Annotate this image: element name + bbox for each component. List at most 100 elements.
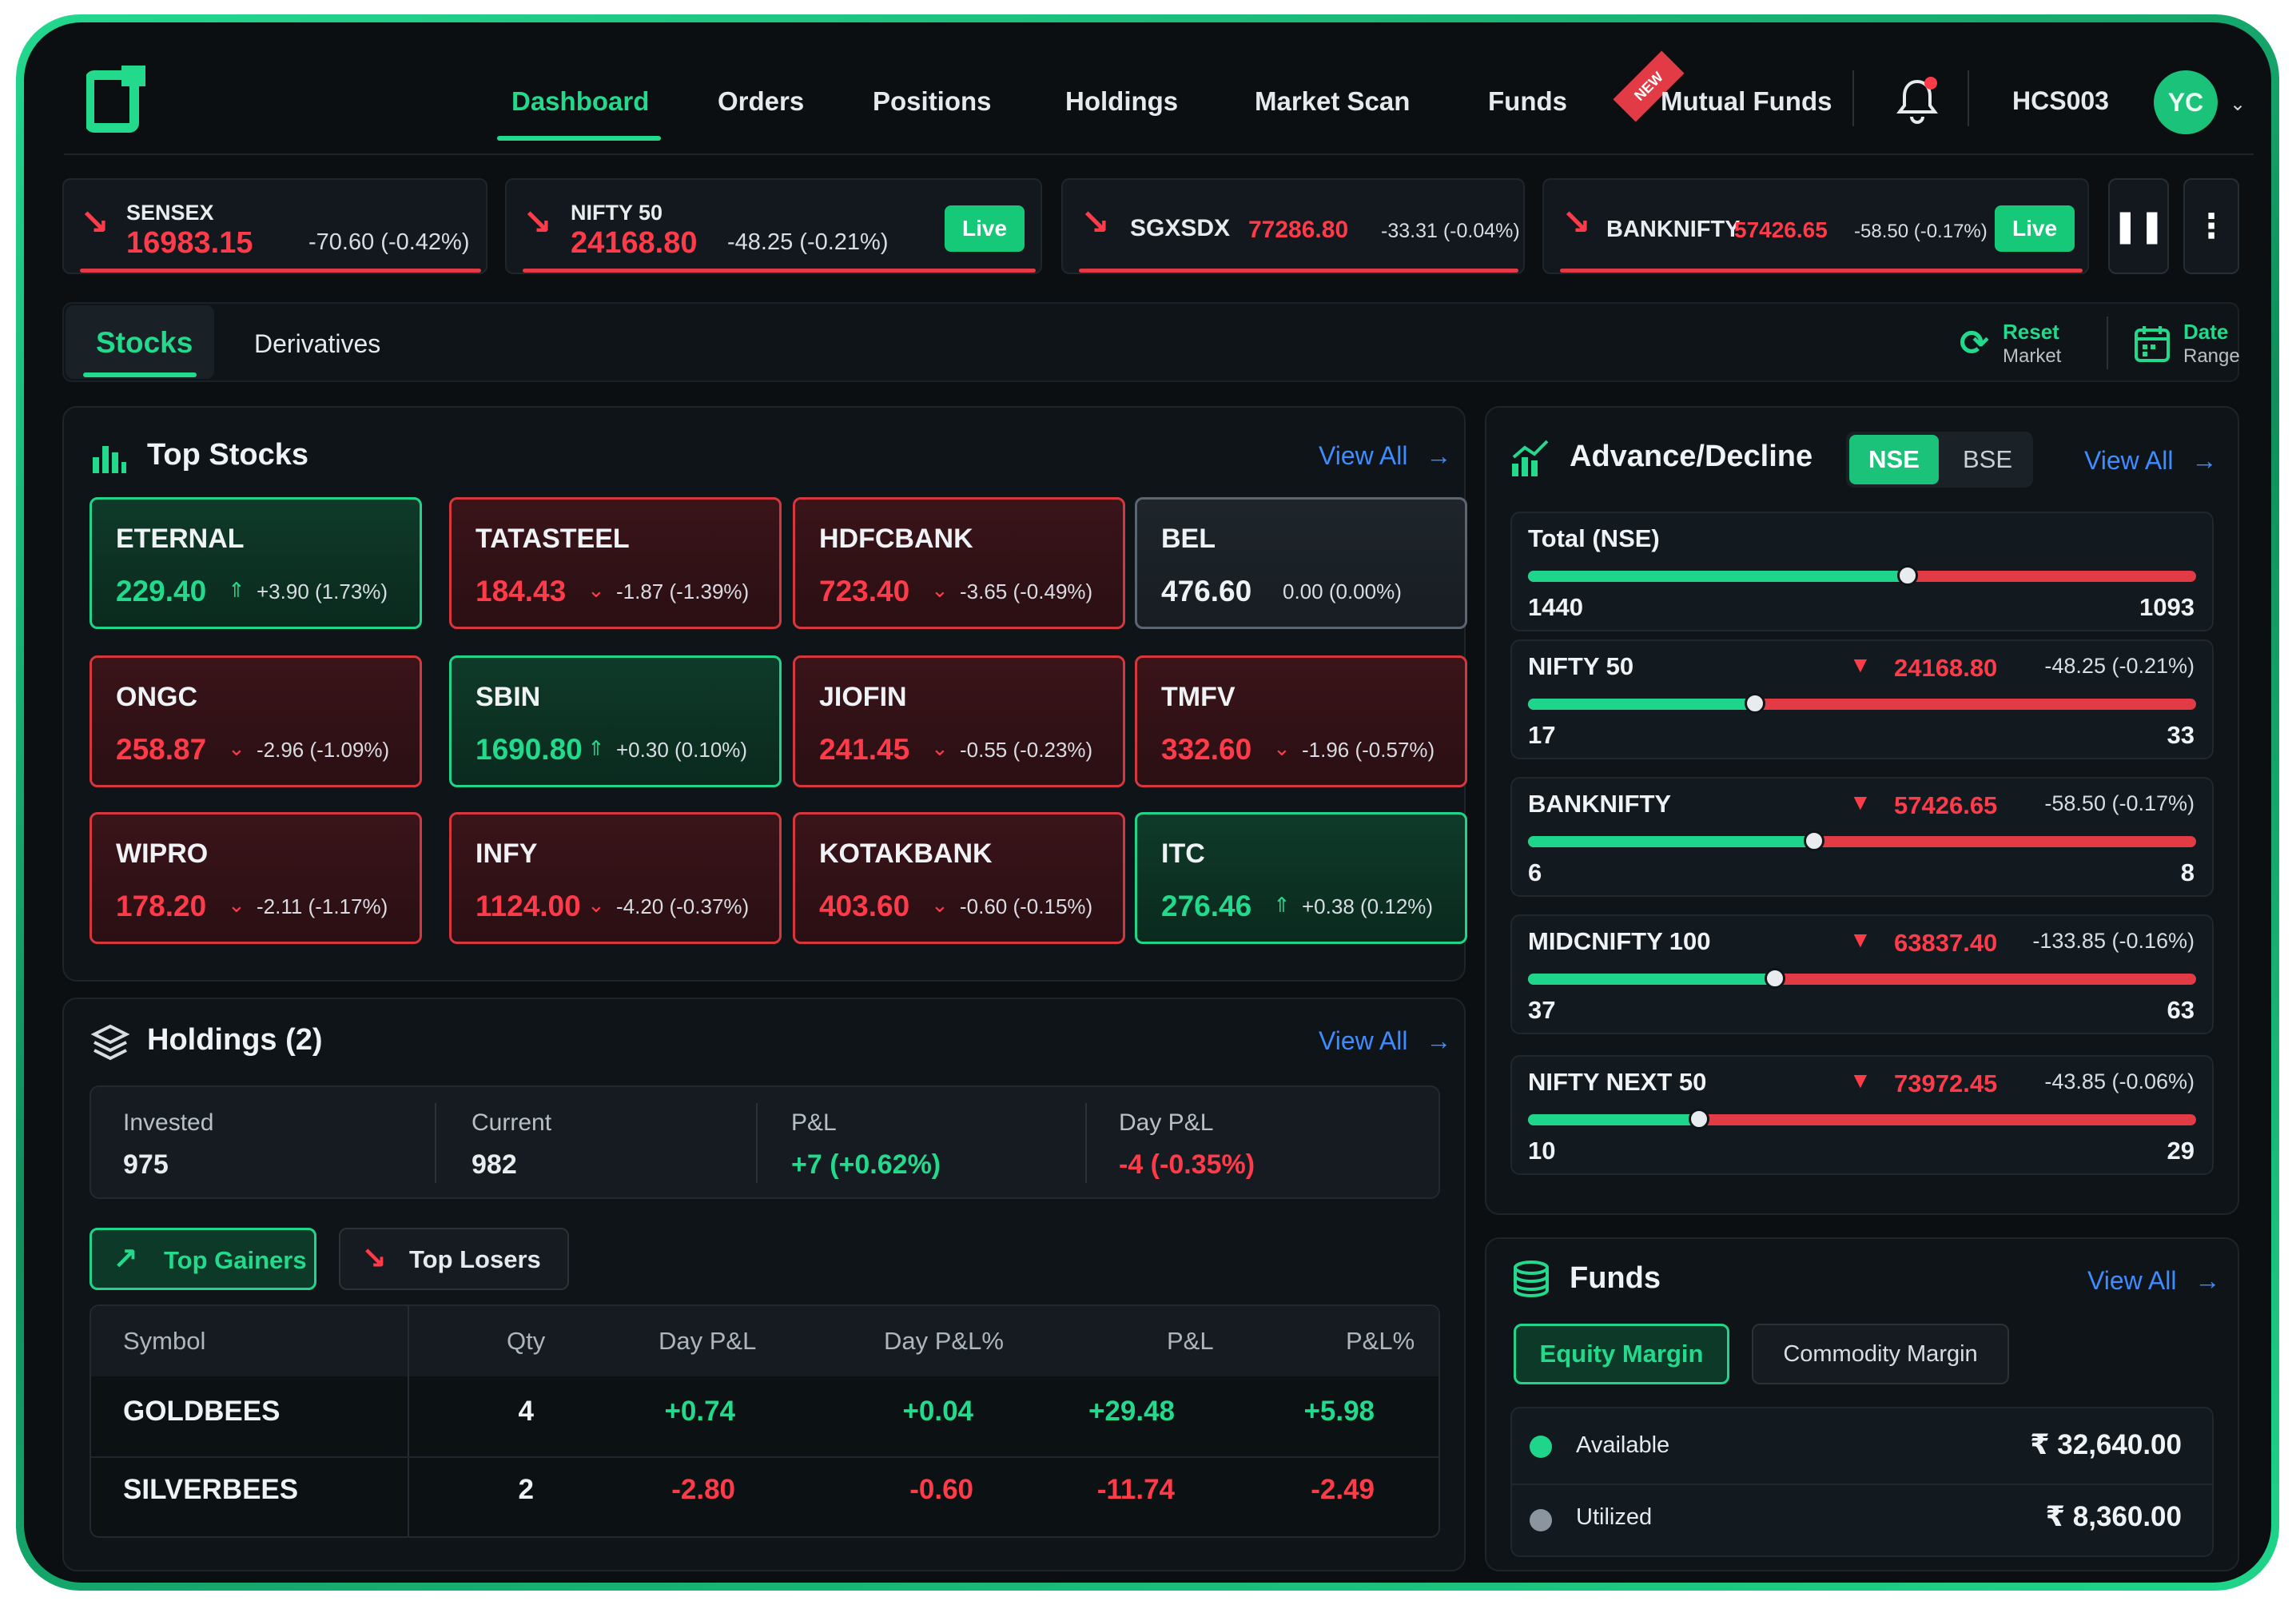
ticker-sensex[interactable]: ↘ SENSEX 16983.15 -70.60 (-0.42%) [62,178,487,274]
ticker-name: SGXSDX [1130,215,1231,241]
index-value: 63837.40 [1894,929,1998,957]
row-cell: +29.48 [1088,1396,1175,1427]
decline-count: 33 [2167,721,2195,749]
panel-title: Advance/Decline [1570,440,1813,473]
view-all-link[interactable]: View All → [1319,1026,1451,1056]
nav-positions[interactable]: Positions [873,86,992,116]
decline-count: 63 [2167,996,2195,1024]
tab-stocks[interactable]: Stocks [66,305,214,379]
ticker-value: 77286.80 [1248,217,1349,243]
arrow-down-icon: ⌄ [931,578,949,602]
stock-price: 241.45 [819,733,910,766]
advance-decline-row[interactable]: NIFTY NEXT 50 ▼ 73972.45 -43.85 (-0.06%) 10 2… [1510,1055,2214,1175]
advance-decline-row[interactable]: MIDCNIFTY 100 ▼ 63837.40 -133.85 (-0.16%) 37… [1510,914,2214,1034]
advance-fill [1528,571,1908,582]
user-id[interactable]: HCS003 [2012,86,2109,115]
more-menu-button[interactable]: ⋮ [2183,178,2239,274]
tab-equity-margin[interactable]: Equity Margin [1514,1324,1729,1384]
caret-down-icon: ▼ [1849,652,1872,677]
live-badge[interactable]: Live [1995,205,2075,252]
top-gainers-button[interactable]: ↗ Top Gainers [90,1228,316,1290]
arrow-down-icon: ⌄ [1273,736,1291,760]
nav-mutual-funds[interactable]: Mutual Funds [1661,86,1832,116]
view-all-link[interactable]: View All → [2087,1266,2220,1296]
ratio-knob [1897,565,1919,586]
reset-sublabel: Market [2003,345,2062,367]
view-all-link[interactable]: View All → [2084,446,2217,476]
stock-card[interactable]: BEL 476.60 0.00 (0.00%) [1135,497,1467,629]
trend-down-icon: ↘ [1080,203,1110,242]
stock-card[interactable]: WIPRO 178.20 ⌄ -2.11 (-1.17%) [90,812,422,944]
ticker-change: -33.31 (-0.04%) [1381,220,1520,242]
ticker-banknifty[interactable]: ↘ BANKNIFTY 57426.65 -58.50 (-0.17%) Liv… [1542,178,2089,274]
top-losers-button[interactable]: ↘ Top Losers [339,1228,569,1290]
nav-dashboard[interactable]: Dashboard [511,86,650,116]
bell-icon[interactable] [1896,77,1939,125]
funds-label: Available [1576,1432,1670,1458]
column-header[interactable]: Qty [507,1327,546,1355]
row-symbol[interactable]: SILVERBEES [123,1474,299,1505]
stock-symbol: WIPRO [116,838,209,869]
column-header[interactable]: Day P&L% [884,1327,1004,1355]
stock-symbol: HDFCBANK [819,524,973,554]
ticker-name: NIFTY 50 [571,201,663,225]
arrow-down-icon: ⌄ [931,893,949,917]
nav-funds[interactable]: Funds [1488,86,1567,116]
stock-card[interactable]: ONGC 258.87 ⌄ -2.96 (-1.09%) [90,655,422,787]
divider [2107,317,2108,369]
ticker-sgxsdx[interactable]: ↘ SGXSDX 77286.80 -33.31 (-0.04%) [1061,178,1525,274]
stock-card[interactable]: SBIN 1690.80 ⇑ +0.30 (0.10%) [449,655,782,787]
advance-decline-row[interactable]: Total (NSE) 1440 1093 [1510,512,2214,631]
nav-orders[interactable]: Orders [718,86,805,116]
column-header[interactable]: Symbol [123,1327,206,1355]
advance-decline-row[interactable]: NIFTY 50 ▼ 24168.80 -48.25 (-0.21%) 17 33 [1510,639,2214,759]
ticker-nifty50[interactable]: ↘ NIFTY 50 24168.80 -48.25 (-0.21%) Live [505,178,1042,274]
arrow-right-icon: → [1426,1026,1452,1055]
stock-card[interactable]: JIOFIN 241.45 ⌄ -0.55 (-0.23%) [793,655,1125,787]
arrow-down-icon: ⌄ [931,736,949,760]
stock-symbol: JIOFIN [819,682,907,712]
arrow-down-icon: ⌄ [587,893,605,917]
nav-divider [1852,70,1854,126]
column-header[interactable]: Day P&L [659,1327,757,1355]
holdings-panel: Holdings (2) View All → Invested 975 Cur… [62,998,1466,1571]
advance-decline-row[interactable]: BANKNIFTY ▼ 57426.65 -58.50 (-0.17%) 6 8 [1510,777,2214,897]
stock-card[interactable]: KOTAKBANK 403.60 ⌄ -0.60 (-0.15%) [793,812,1125,944]
tab-commodity-margin[interactable]: Commodity Margin [1752,1324,2009,1384]
logo-icon[interactable] [85,64,149,133]
stock-card[interactable]: TMFV 332.60 ⌄ -1.96 (-0.57%) [1135,655,1467,787]
exchange-bse[interactable]: BSE [1962,445,2013,473]
column-header[interactable]: P&L [1167,1327,1214,1355]
summary-label: Invested [123,1109,214,1136]
row-cell: +5.98 [1303,1396,1375,1427]
stock-card[interactable]: INFY 1124.00 ⌄ -4.20 (-0.37%) [449,812,782,944]
trend-chart-icon [1510,440,1550,480]
holdings-table: Symbol Qty Day P&L Day P&L% P&L P&L% GOL… [90,1304,1440,1538]
live-badge[interactable]: Live [945,205,1025,252]
date-range-button[interactable]: Date Range [2134,318,2246,374]
ratio-knob [1689,1109,1710,1129]
nav-holdings[interactable]: Holdings [1065,86,1179,116]
exchange-nse[interactable]: NSE [1849,435,1939,484]
stock-price: 184.43 [476,575,567,607]
avatar[interactable]: YC [2154,70,2218,134]
stock-card[interactable]: TATASTEEL 184.43 ⌄ -1.87 (-1.39%) [449,497,782,629]
nav-market-scan[interactable]: Market Scan [1255,86,1411,116]
reset-market-button[interactable]: ⟳ Reset Market [1960,318,2087,374]
button-label: Top Gainers [164,1246,307,1274]
view-all-link[interactable]: View All → [1319,441,1451,471]
chevron-down-icon[interactable]: ⌄ [2230,94,2246,115]
advance-fill [1528,699,1756,710]
row-symbol[interactable]: GOLDBEES [123,1396,281,1427]
ticker-change: -58.50 (-0.17%) [1854,221,1988,242]
stock-card[interactable]: ETERNAL 229.40 ⇑ +3.90 (1.73%) [90,497,422,629]
pause-button[interactable]: ❚❚ [2108,178,2169,274]
stock-card[interactable]: HDFCBANK 723.40 ⌄ -3.65 (-0.49%) [793,497,1125,629]
tab-derivatives[interactable]: Derivatives [254,329,381,358]
stock-symbol: TATASTEEL [476,524,630,554]
stock-price: 229.40 [116,575,207,607]
stock-price: 178.20 [116,890,207,922]
stock-card[interactable]: ITC 276.46 ⇑ +0.38 (0.12%) [1135,812,1467,944]
column-header[interactable]: P&L% [1346,1327,1415,1355]
advance-decline-bar [1528,1109,2196,1129]
